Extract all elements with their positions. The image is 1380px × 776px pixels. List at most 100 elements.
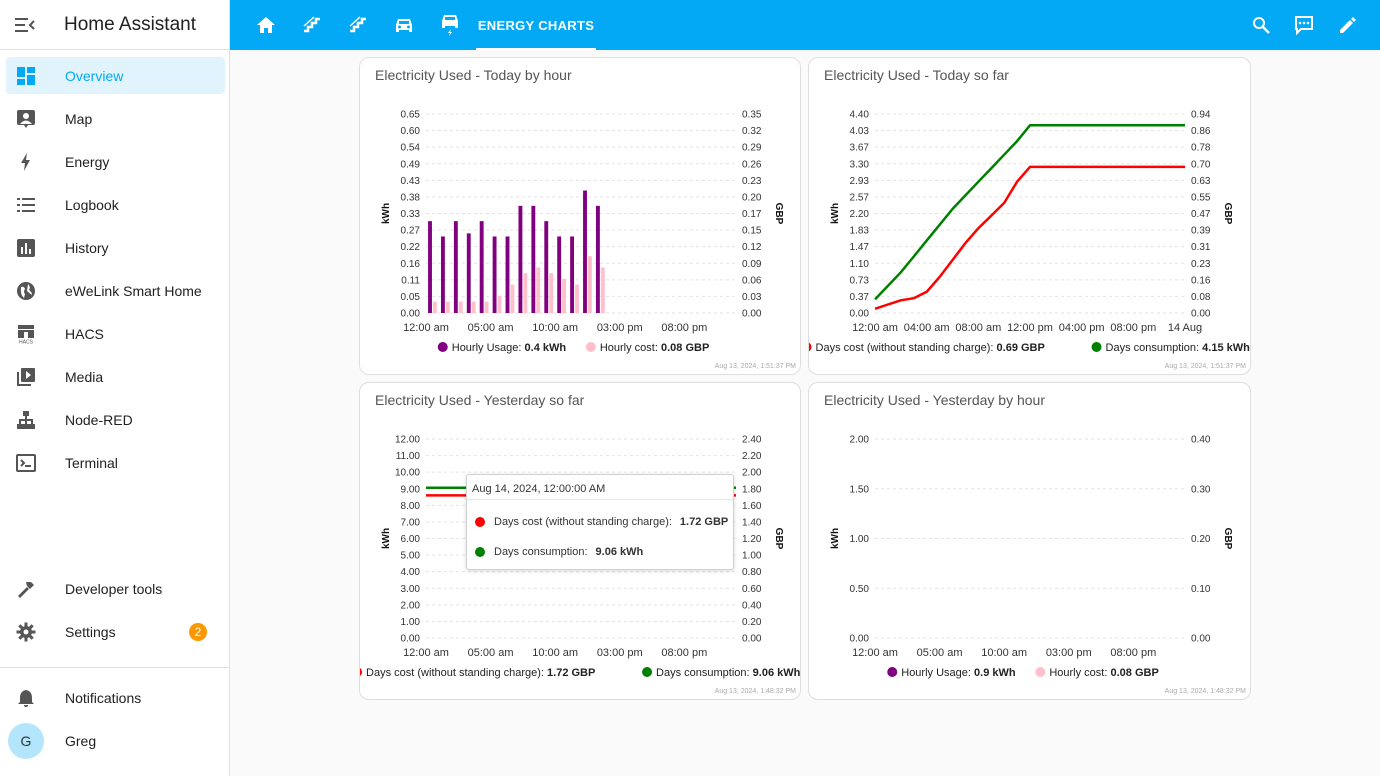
hammer-icon — [6, 579, 46, 599]
sidebar-item-developer-tools[interactable]: Developer tools — [6, 570, 225, 607]
y-tick-label: 0.50 — [850, 584, 870, 595]
y-tick-label: 11.00 — [396, 451, 421, 462]
tooltip-label: Days cost (without standing charge): — [494, 516, 672, 528]
sidebar-item-history[interactable]: History — [6, 229, 225, 266]
y2-tick-label: 0.55 — [1191, 192, 1211, 203]
legend-dot — [809, 342, 812, 352]
chart-svg: 0.00 0.00 0.50 0.10 1.00 0.20 1.50 0.30 2.00 0.40… — [830, 435, 1233, 680]
sidebar-item-ewelink[interactable]: eWeLink Smart Home — [6, 272, 225, 309]
bar-hourly-usage — [505, 236, 510, 313]
sidebar-item-notifications[interactable]: Notifications — [6, 679, 225, 716]
y2-axis-title: GBP — [773, 203, 784, 225]
chart-svg: 0.00 0.00 0.37 0.08 0.73 0.16 1.10 0.23 1.47 0.31… — [809, 110, 1251, 354]
sidebar-item-media[interactable]: Media — [6, 358, 225, 395]
tooltip-row: Days consumption: 9.06 kWh — [475, 546, 643, 558]
y2-tick-label: 0.94 — [1191, 110, 1211, 121]
stairs-icon[interactable] — [289, 0, 335, 50]
sidebar-item-node-red[interactable]: Node-RED — [6, 401, 225, 438]
y2-tick-label: 0.20 — [742, 617, 762, 628]
bar-hourly-usage — [557, 236, 562, 313]
home-icon[interactable] — [243, 0, 289, 50]
sidebar-item-overview[interactable]: Overview — [6, 57, 225, 94]
legend-value: 4.15 kWh — [1202, 342, 1250, 354]
bar-hourly-usage — [440, 236, 445, 313]
chart-card: Electricity Used - Today by hour 0.00 0.0… — [359, 57, 801, 375]
sidebar-item-label: Notifications — [65, 689, 142, 706]
bar-hourly-usage — [583, 190, 587, 313]
overview-icon — [6, 66, 46, 86]
bar-hourly-cost — [497, 295, 502, 313]
sidebar-item-logbook[interactable]: Logbook — [6, 186, 225, 223]
sidebar-item-energy[interactable]: Energy — [6, 143, 225, 180]
sidebar-item-profile[interactable]: G Greg — [6, 722, 225, 759]
y-tick-label: 0.49 — [401, 159, 421, 170]
x-tick-label: 03:00 pm — [1046, 647, 1092, 659]
app-title: Home Assistant — [64, 13, 196, 35]
chart-svg: 0.00 0.00 0.05 0.03 0.11 0.06 0.16 0.09 0.22 0.12… — [381, 110, 784, 355]
x-tick-label: 12:00 am — [852, 322, 898, 334]
y-tick-label: 1.00 — [401, 617, 421, 628]
sidebar-item-terminal[interactable]: Terminal — [6, 444, 225, 481]
y-tick-label: 4.00 — [401, 567, 421, 578]
tab-energy-charts[interactable]: ENERGY CHARTS — [476, 0, 596, 50]
tooltip-label: Days consumption: — [494, 546, 588, 558]
sidebar-item-settings[interactable]: Settings 2 — [6, 613, 225, 650]
card-title: Electricity Used - Today by hour — [375, 67, 572, 83]
stairs-icon[interactable] — [335, 0, 381, 50]
timestamp: Aug 13, 2024, 1:48:32 PM — [714, 688, 796, 695]
y2-axis-title: GBP — [773, 528, 784, 550]
sidebar-item-label: Node-RED — [65, 411, 133, 428]
bar-hourly-usage — [518, 205, 523, 313]
y2-tick-label: 0.12 — [742, 242, 762, 253]
y2-tick-label: 2.00 — [742, 468, 762, 479]
assist-icon[interactable] — [1281, 0, 1327, 50]
bar-hourly-usage — [453, 221, 458, 313]
legend-label: Hourly Usage: 0.4 kWh — [452, 342, 567, 354]
car-icon[interactable] — [381, 0, 427, 50]
y2-tick-label: 0.47 — [1191, 209, 1211, 220]
sidebar-item-label: Overview — [65, 67, 124, 84]
y-tick-label: 0.00 — [850, 309, 870, 320]
y2-tick-label: 0.30 — [1191, 484, 1211, 495]
y2-tick-label: 1.00 — [742, 551, 762, 562]
search-icon[interactable] — [1238, 0, 1284, 50]
legend-label: Hourly cost: 0.08 GBP — [1049, 667, 1158, 679]
sidebar-item-label: eWeLink Smart Home — [65, 282, 202, 299]
tab-underline — [476, 48, 596, 50]
y2-axis-title: GBP — [1222, 528, 1233, 550]
bar-hourly-usage — [570, 236, 575, 313]
legend-dot — [360, 667, 363, 677]
bar-hourly-usage — [479, 221, 484, 313]
y2-tick-label: 0.60 — [742, 584, 762, 595]
line-days-cost — [874, 165, 1185, 310]
y-tick-label: 0.00 — [850, 634, 870, 645]
y2-tick-label: 0.09 — [742, 259, 762, 270]
y2-tick-label: 0.15 — [742, 226, 762, 237]
legend-dot — [1091, 342, 1102, 352]
x-tick-label: 10:00 am — [532, 647, 578, 659]
y-axis-title: kWh — [381, 203, 392, 224]
y-tick-label: 1.83 — [850, 226, 870, 237]
sidebar-item-map[interactable]: Map — [6, 100, 225, 137]
y-tick-label: 2.93 — [850, 176, 870, 187]
y2-tick-label: 0.17 — [742, 209, 762, 220]
tooltip-divider — [467, 499, 733, 500]
car-charging-icon[interactable] — [427, 0, 473, 50]
legend-dot — [437, 342, 448, 352]
y-tick-label: 2.57 — [850, 192, 870, 203]
x-tick-label: 10:00 am — [532, 322, 578, 334]
sitemap-icon — [6, 410, 46, 430]
legend-label: Days consumption: 9.06 kWh — [656, 667, 801, 679]
x-tick-label: 08:00 pm — [661, 322, 707, 334]
legend-label: Days consumption: 4.15 kWh — [1106, 342, 1251, 354]
y2-tick-label: 0.35 — [742, 110, 762, 121]
menu-collapse-icon[interactable] — [0, 0, 50, 50]
sidebar-header: Home Assistant — [0, 0, 229, 50]
edit-icon[interactable] — [1325, 0, 1371, 50]
sidebar-item-hacs[interactable]: HACS HACS — [6, 315, 225, 352]
y-tick-label: 1.50 — [850, 484, 870, 495]
y-tick-label: 3.67 — [850, 143, 870, 154]
legend-dot — [1035, 667, 1046, 677]
y-tick-label: 0.38 — [401, 192, 421, 203]
